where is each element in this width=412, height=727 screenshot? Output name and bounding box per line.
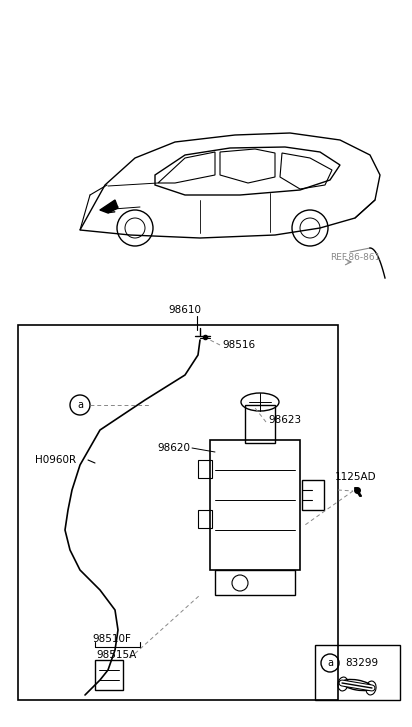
Bar bbox=[210, 440, 300, 570]
Bar bbox=[215, 570, 295, 595]
Bar bbox=[245, 405, 275, 443]
Bar bbox=[18, 325, 338, 700]
Polygon shape bbox=[100, 200, 118, 213]
Text: 98620: 98620 bbox=[157, 443, 190, 453]
Bar bbox=[315, 645, 400, 700]
Text: REF.86-861: REF.86-861 bbox=[330, 254, 380, 262]
Text: 98623: 98623 bbox=[268, 415, 301, 425]
Text: H0960R: H0960R bbox=[35, 455, 76, 465]
Text: 1125AD: 1125AD bbox=[335, 472, 377, 482]
Text: 98610: 98610 bbox=[169, 305, 201, 315]
Bar bbox=[302, 480, 324, 510]
Text: 83299: 83299 bbox=[345, 658, 378, 668]
Bar bbox=[198, 460, 212, 478]
Bar bbox=[198, 510, 212, 528]
Bar bbox=[95, 660, 123, 690]
Text: a: a bbox=[327, 658, 333, 668]
Text: a: a bbox=[77, 400, 83, 410]
Text: 98515A: 98515A bbox=[97, 650, 137, 660]
Text: 98516: 98516 bbox=[222, 340, 255, 350]
Text: 98510F: 98510F bbox=[93, 634, 131, 644]
